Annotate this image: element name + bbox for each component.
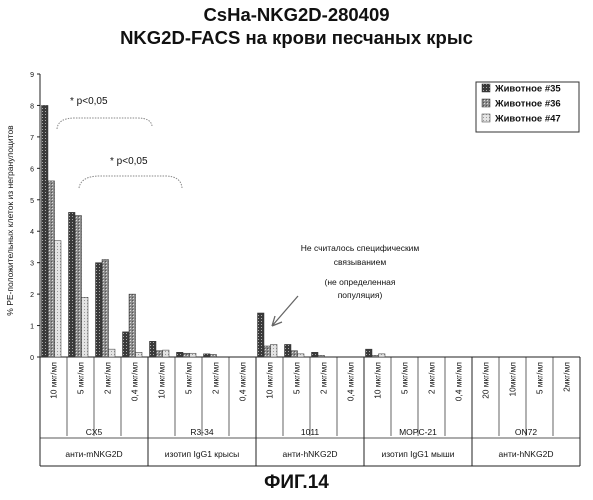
x-tick-label: 10 мкг/мл — [49, 362, 59, 399]
significance-label: * p<0,05 — [70, 96, 108, 107]
legend-label: Животное #47 — [494, 114, 561, 125]
x-tick-label: 5 мкг/мл — [292, 362, 302, 394]
x-tick-label: 2 мкг/мл — [211, 362, 221, 394]
note-label: популяция) — [338, 290, 383, 300]
bar — [163, 350, 170, 357]
y-tick-label: 1 — [30, 324, 34, 331]
bar — [75, 216, 82, 358]
x-tick-label: 20 мкг/мл — [481, 362, 491, 399]
note-label: Не считалось специфическим — [301, 243, 420, 253]
bar — [312, 352, 319, 357]
bar — [123, 332, 130, 357]
bar-chart: 0 1 2 3 4 5 6 7 8 9 % PE-положительных клеток из н… — [0, 0, 593, 470]
bar — [150, 341, 157, 357]
x-tick-label: 2 мкг/мл — [103, 362, 113, 394]
group-label: ON72 — [515, 427, 537, 437]
bar — [102, 260, 109, 357]
significance-bracket — [79, 176, 182, 188]
bar — [109, 349, 116, 357]
bar — [264, 346, 271, 357]
x-tick-label: 2 мкг/мл — [319, 362, 329, 394]
bar — [82, 297, 89, 357]
x-tick-label: 10 мкг/мл — [265, 362, 275, 399]
y-tick-label: 0 — [30, 355, 34, 362]
legend-swatch — [482, 84, 490, 92]
bar — [156, 351, 163, 357]
bar — [318, 355, 325, 357]
bar — [190, 353, 197, 357]
y-tick-label: 4 — [30, 229, 34, 236]
bar — [210, 354, 217, 357]
group-label: CX5 — [86, 427, 103, 437]
y-tick-label: 8 — [30, 103, 34, 110]
x-tick-label: 2 мкг/мл — [427, 362, 437, 394]
y-tick-label: 5 — [30, 198, 34, 205]
x-tick-label: 0,4 мкг/мл — [346, 362, 356, 401]
bar — [55, 241, 62, 357]
bar — [177, 352, 184, 357]
x-tick-label: 10 мкг/мл — [373, 362, 383, 399]
x-tick-label: 5 мкг/мл — [400, 362, 410, 394]
note-label: (не определенная — [324, 277, 395, 287]
bar — [69, 212, 76, 357]
figure-label: ФИГ.14 — [0, 472, 593, 494]
x-tick-label: 5 мкг/мл — [76, 362, 86, 394]
legend-swatch — [482, 99, 490, 107]
y-tick-label: 7 — [30, 135, 34, 142]
x-tick-label: 5 мкг/мл — [184, 362, 194, 394]
bar — [379, 354, 386, 357]
group-label: R3-34 — [190, 427, 213, 437]
bar — [96, 263, 103, 357]
y-tick-label: 6 — [30, 166, 34, 173]
significance-label: * p<0,05 — [110, 156, 148, 167]
x-tick-label: 5 мкг/мл — [535, 362, 545, 394]
significance-bracket — [57, 118, 152, 129]
legend-swatch — [482, 114, 490, 122]
group-label: MOPC-21 — [399, 427, 437, 437]
bar — [291, 351, 298, 357]
x-tick-label: 10 мкг/мл — [157, 362, 167, 399]
bar — [258, 313, 265, 357]
bar — [271, 344, 278, 357]
x-tick-label: 10мкг/мл — [508, 362, 518, 397]
bar — [204, 354, 211, 357]
group-sublabel: изотип IgG1 мыши — [381, 449, 454, 459]
legend-label: Животное #36 — [494, 99, 561, 110]
bar — [42, 105, 49, 357]
y-tick-label: 2 — [30, 292, 34, 299]
note-label: связыванием — [334, 257, 387, 267]
x-tick-label: 0,4 мкг/мл — [454, 362, 464, 401]
group-label: 1011 — [301, 427, 320, 437]
bar — [136, 352, 143, 357]
bar — [298, 354, 305, 357]
legend-label: Животное #35 — [494, 84, 561, 95]
bar — [183, 353, 190, 357]
bar — [366, 349, 373, 357]
bar — [129, 294, 136, 357]
y-axis-label: % PE-положительных клеток из негранулоци… — [5, 125, 15, 316]
x-tick-label: 0,4 мкг/мл — [130, 362, 140, 401]
y-tick-label: 3 — [30, 261, 34, 268]
y-tick-label: 9 — [30, 72, 34, 79]
group-sublabel: анти-hNKG2D — [283, 449, 338, 459]
bar — [48, 181, 55, 357]
bar — [285, 344, 292, 357]
x-tick-label: 0,4 мкг/мл — [238, 362, 248, 401]
bar — [372, 355, 379, 357]
group-sublabel: анти-hNKG2D — [499, 449, 554, 459]
note-arrow — [272, 296, 298, 326]
group-sublabel: изотип IgG1 крысы — [165, 449, 239, 459]
x-tick-label: 2мкг/мл — [562, 362, 572, 392]
group-sublabel: анти-mNKG2D — [65, 449, 122, 459]
